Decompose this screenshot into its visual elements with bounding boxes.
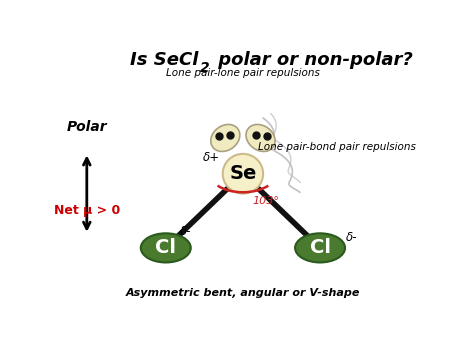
Text: δ-: δ- <box>180 225 192 238</box>
Text: 103°: 103° <box>252 196 279 206</box>
Text: 2: 2 <box>200 61 209 75</box>
Ellipse shape <box>141 233 191 262</box>
Text: Asymmetric bent, angular or V-shape: Asymmetric bent, angular or V-shape <box>126 288 360 298</box>
Text: Lone pair-bond pair repulsions: Lone pair-bond pair repulsions <box>258 142 416 152</box>
Text: Cl: Cl <box>310 238 330 257</box>
Text: Cl: Cl <box>155 238 176 257</box>
Text: δ+: δ+ <box>203 151 220 164</box>
Ellipse shape <box>246 125 275 151</box>
Text: Net μ > 0: Net μ > 0 <box>54 204 120 217</box>
Text: Is SeCl: Is SeCl <box>130 51 199 68</box>
Text: polar or non-polar?: polar or non-polar? <box>212 51 412 68</box>
Text: Se: Se <box>229 164 256 183</box>
Ellipse shape <box>295 233 345 262</box>
Text: Lone pair-lone pair repulsions: Lone pair-lone pair repulsions <box>166 68 320 78</box>
Ellipse shape <box>211 125 240 151</box>
Ellipse shape <box>223 154 263 194</box>
Text: δ-: δ- <box>346 231 357 244</box>
Text: Polar: Polar <box>66 120 107 134</box>
